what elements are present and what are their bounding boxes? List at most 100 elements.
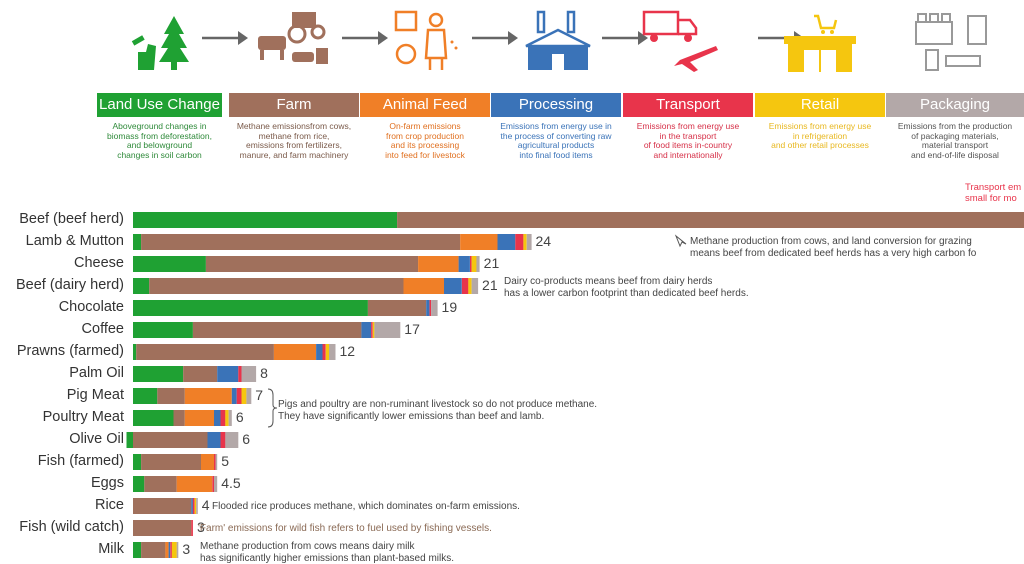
bar-coffee-retail xyxy=(372,322,375,338)
bar-fish-farmed-animal-feed xyxy=(201,454,214,470)
bar-coffee-processing xyxy=(361,322,372,338)
category-label-milk: Milk xyxy=(98,541,124,557)
total-label-pig-meat: 7 xyxy=(255,387,264,403)
note-pig: Pigs and poultry are non-ruminant livest… xyxy=(278,399,598,422)
bar-rice-farm xyxy=(133,498,192,514)
note-dairy: Dairy co-products means beef from dairy … xyxy=(504,276,749,299)
bar-eggs-animal-feed xyxy=(176,476,213,492)
bar-pig-meat-animal-feed xyxy=(184,388,232,404)
bar-prawns-farmed-retail xyxy=(325,344,329,360)
bar-cheese-animal-feed xyxy=(418,256,459,272)
bar-coffee-transport xyxy=(371,322,373,338)
stage-desc-transport: Emissions from energy use in the transpo… xyxy=(636,121,740,160)
tree-stump-icon xyxy=(131,16,189,70)
category-label-poultry-meat: Poultry Meat xyxy=(42,409,124,425)
bar-chocolate-packaging xyxy=(431,300,438,316)
bar-olive-oil-transport xyxy=(220,432,226,448)
bar-beef-dairy-herd-retail xyxy=(468,278,472,294)
bar-milk-farm xyxy=(141,542,166,558)
stage-desc-processing: Emissions from energy use in the process… xyxy=(500,121,612,160)
bar-poultry-meat-animal-feed xyxy=(184,410,214,426)
bar-chocolate-farm xyxy=(367,300,427,316)
category-label-pig-meat: Pig Meat xyxy=(66,387,124,403)
bar-poultry-meat-land-use-change xyxy=(133,410,174,426)
category-label-olive-oil: Olive Oil xyxy=(69,431,124,447)
farmer-feed-icon xyxy=(394,10,458,70)
bar-eggs-land-use-change xyxy=(133,476,145,492)
arrow-right-icon xyxy=(472,31,518,45)
bar-chocolate-land-use-change xyxy=(133,300,368,316)
bar-olive-oil-farm xyxy=(133,432,208,448)
bar-poultry-meat-farm xyxy=(173,410,185,426)
bar-fish-farmed-packaging xyxy=(215,454,218,470)
bar-lamb-mutton-farm xyxy=(141,234,461,250)
bar-rice-packaging xyxy=(196,498,198,514)
bar-cheese-transport xyxy=(470,256,472,272)
stage-desc-retail: Emissions from energy use in refrigerati… xyxy=(768,121,872,150)
bar-olive-oil-packaging xyxy=(225,432,239,448)
bar-palm-oil-land-use-change xyxy=(133,366,184,382)
note-rice: Flooded rice produces methane, which dom… xyxy=(212,501,520,512)
bar-rice-transport xyxy=(192,498,195,514)
category-label-eggs: Eggs xyxy=(90,475,124,491)
bar-rice-retail xyxy=(194,498,197,514)
total-label-olive-oil: 6 xyxy=(242,431,251,447)
bar-coffee-farm xyxy=(192,322,362,338)
bar-pig-meat-processing xyxy=(231,388,237,404)
bar-prawns-farmed-processing xyxy=(316,344,323,360)
bar-beef-beef-herd-farm xyxy=(397,212,1024,228)
total-label-cheese: 21 xyxy=(483,255,500,271)
bar-milk-land-use-change xyxy=(133,542,142,558)
stage-desc-animal-feed: On-farm emissions from crop production a… xyxy=(385,121,465,160)
bar-palm-oil-packaging xyxy=(241,366,257,382)
bar-cheese-processing xyxy=(458,256,470,272)
bar-fish-wild-catch-transport xyxy=(191,520,193,536)
total-label-palm-oil: 8 xyxy=(260,365,268,381)
bar-poultry-meat-processing xyxy=(214,410,221,426)
total-label-rice: 4 xyxy=(201,497,210,513)
bar-prawns-farmed-transport xyxy=(322,344,326,360)
stage-desc-farm: Methane emissionsfrom cows, methane from… xyxy=(236,121,352,160)
stage-label-farm: Farm xyxy=(229,93,359,117)
bar-lamb-mutton-packaging xyxy=(526,234,532,250)
stage-label-transport: Transport xyxy=(623,93,753,117)
farm-animals-tractor-icon xyxy=(258,12,328,64)
stage-label-processing: Processing xyxy=(491,93,621,117)
supermarket-icon xyxy=(784,14,856,72)
bar-lamb-mutton-transport xyxy=(515,234,524,250)
bar-fish-farmed-farm xyxy=(141,454,201,470)
bar-pig-meat-land-use-change xyxy=(133,388,158,404)
bar-poultry-meat-transport xyxy=(220,410,226,426)
total-label-poultry-meat: 6 xyxy=(235,409,244,425)
bar-prawns-farmed-land-use-change xyxy=(133,344,137,360)
bar-cheese-farm xyxy=(205,256,419,272)
bar-milk-retail xyxy=(171,542,177,558)
bar-rice-processing xyxy=(191,498,193,514)
bar-lamb-mutton-land-use-change xyxy=(133,234,142,250)
stage-label-animal-feed: Animal Feed xyxy=(360,93,490,117)
stage-label-land-use-change: Land Use Change xyxy=(97,93,222,117)
bar-beef-dairy-herd-packaging xyxy=(471,278,479,294)
stage-label-retail: Retail xyxy=(755,93,885,117)
total-label-beef-dairy-herd: 21 xyxy=(482,277,498,293)
note-beef: Methane production from cows, and land c… xyxy=(690,236,977,259)
bar-beef-dairy-herd-transport xyxy=(461,278,469,294)
bar-prawns-farmed-packaging xyxy=(329,344,336,360)
bar-coffee-land-use-change xyxy=(133,322,193,338)
bar-cheese-land-use-change xyxy=(133,256,206,272)
bar-pig-meat-packaging xyxy=(246,388,252,404)
bar-eggs-packaging xyxy=(214,476,218,492)
bar-chocolate-processing xyxy=(426,300,430,316)
arrow-right-icon xyxy=(342,31,388,45)
supply-chain-stages: Land Use Change Farm Animal Feed Process… xyxy=(0,0,1024,204)
bar-lamb-mutton-processing xyxy=(497,234,516,250)
bar-milk-processing xyxy=(168,542,171,558)
bar-lamb-mutton-retail xyxy=(523,234,527,250)
bar-eggs-transport xyxy=(212,476,214,492)
bar-palm-oil-farm xyxy=(183,366,218,382)
category-label-fish-farmed: Fish (farmed) xyxy=(37,453,124,469)
category-label-prawns-farmed: Prawns (farmed) xyxy=(16,343,124,359)
transport-header-note: Transport em small for mo xyxy=(965,182,1022,204)
bar-milk-animal-feed xyxy=(165,542,169,558)
bar-pig-meat-transport xyxy=(236,388,242,404)
